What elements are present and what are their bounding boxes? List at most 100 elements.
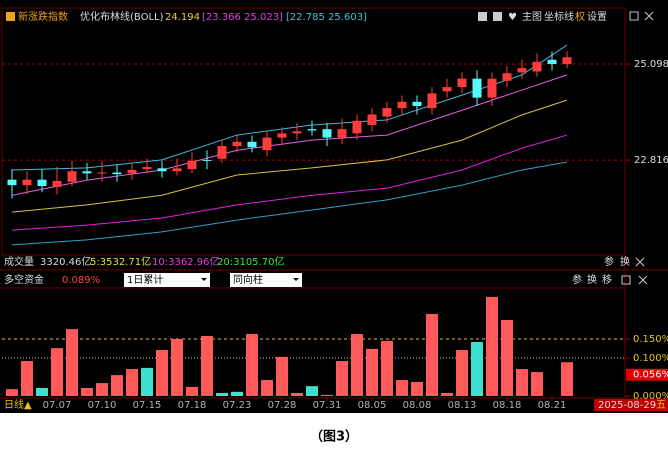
zoom-in[interactable] [478,12,487,21]
candle-body [367,114,377,125]
bar [411,381,423,396]
candle-body [142,167,152,170]
dropdown-arrow [293,278,299,281]
volume-total: 3320.46亿 [40,255,91,268]
bar [351,334,363,396]
candle-body [322,129,332,138]
bar [231,391,243,396]
y-tick-label: 25.098 [634,59,668,70]
volume-label: 成交量 [4,255,34,268]
x-tick-label: 07.23 [223,400,252,411]
candle-body [472,78,482,98]
button[interactable]: 移 [602,273,612,286]
candle-body [7,179,17,186]
candle-body [337,129,347,138]
bar [381,340,393,396]
bar [111,375,123,396]
bar [276,356,288,396]
bar [471,342,483,396]
bar [456,350,468,396]
fav-icon[interactable]: ♥ [508,12,517,23]
candle-body [442,87,452,92]
close[interactable] [644,11,654,21]
candle-body [562,57,572,64]
bar [126,369,138,396]
x-tick-label: 08.05 [358,400,387,411]
weekday: 五 [656,400,666,411]
select[interactable] [124,273,210,287]
button[interactable]: 换 [620,255,630,268]
background [0,0,668,413]
button[interactable]: 参 [604,255,614,268]
bar [36,388,48,396]
button[interactable]: 换 [587,273,597,286]
boll-mid: 24.194 [165,12,200,23]
current-label: 0.056% [633,370,668,381]
menu-item[interactable]: 权 [575,10,585,23]
bar [486,296,498,396]
menu-item[interactable]: 坐标线 [544,10,574,23]
bar [201,335,213,396]
maximize[interactable] [629,11,639,21]
band-line [11,134,568,231]
bar [156,350,168,396]
volume-ma: 20:3105.70亿 [217,255,284,268]
candle-body [247,141,257,148]
bar [66,329,78,396]
bar [261,380,273,396]
candle-body [502,73,512,81]
band-line [11,74,568,196]
bar [186,386,198,396]
x-tick-label: 08.08 [403,400,432,411]
close[interactable] [635,257,645,267]
bar [171,339,183,396]
candle-body [97,172,107,174]
menu-item[interactable]: 设置 [587,11,607,23]
select[interactable] [230,273,302,287]
bar [246,334,258,396]
bar [426,313,438,396]
candle-body [262,137,272,151]
x-tick-label: 07.10 [88,400,117,411]
close[interactable] [638,275,648,285]
maximize[interactable] [621,275,631,285]
date: 2025-08-29 [598,400,656,411]
button[interactable]: 参 [572,273,582,286]
candle-body [217,146,227,159]
candle-body [547,59,557,64]
bar [6,389,18,396]
candle-body [457,78,467,88]
select-text[interactable]: 1日累计 [127,273,163,286]
candle-body [187,160,197,170]
y-tick-label: 22.816 [634,155,668,166]
bar [216,392,228,396]
dropdown-arrow [201,278,207,281]
bar [81,388,93,396]
indicator-name: 优化布林线(BOLL) [80,10,164,23]
candle-body [277,133,287,138]
candle-body [307,129,317,131]
bar [21,361,33,396]
select-text[interactable]: 同向柱 [233,273,263,286]
candle-body [352,120,362,134]
bar [96,383,108,396]
y-tick-label: 0.000% [633,391,668,402]
candle-body [427,93,437,109]
bar [516,369,528,396]
zoom-out[interactable] [493,12,502,21]
bar [531,372,543,396]
menu-item[interactable]: 主图 [522,11,542,23]
candle-body [382,108,392,117]
period[interactable]: 日线▲ [4,398,32,411]
candle-body [232,141,242,147]
candle-body [112,172,122,175]
band-line [11,161,568,246]
candle-body [202,159,212,161]
volume-ma: 10:3362.96亿 [152,255,219,268]
candle-body [172,168,182,172]
x-tick-label: 07.28 [268,400,297,411]
bar [501,320,513,396]
bar [321,394,333,396]
